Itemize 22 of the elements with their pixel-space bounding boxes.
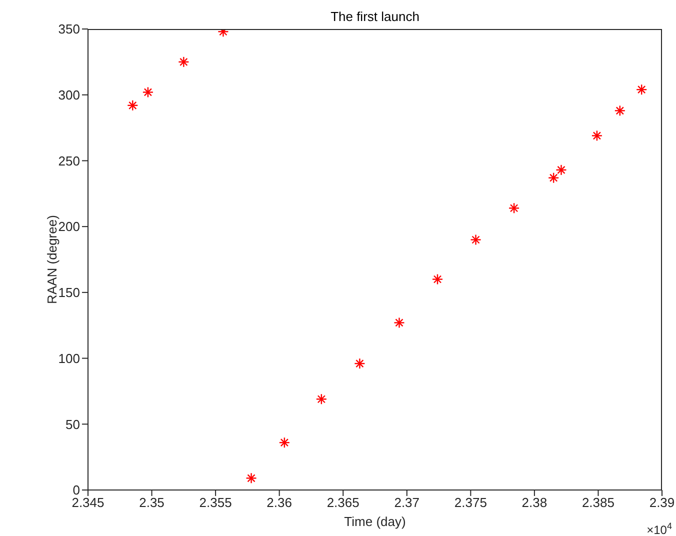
x-tick-label: 2.345	[72, 495, 104, 510]
x-axis-title: Time (day)	[344, 514, 406, 529]
x-tick-label: 2.375	[454, 495, 487, 510]
y-tick-label: 300	[58, 87, 80, 102]
x-tick-label: 2.39	[649, 495, 675, 510]
x-tick-label: 2.37	[394, 495, 420, 510]
chart-title: The first launch	[330, 9, 420, 24]
x-tick-label: 2.38	[522, 495, 548, 510]
y-tick-label: 200	[58, 219, 80, 234]
y-tick-label: 0	[72, 482, 80, 498]
y-tick-label: 50	[66, 416, 80, 432]
x-tick-label: 2.35	[139, 495, 164, 510]
x-tick-label: 2.36	[266, 495, 292, 510]
y-tick-label: 100	[58, 350, 80, 366]
y-tick-label: 350	[58, 22, 80, 37]
x-tick-label: 2.355	[199, 495, 232, 510]
x-tick-label: 2.365	[326, 495, 360, 510]
x-tick-label: 2.385	[582, 495, 614, 510]
y-tick-label: 150	[58, 285, 80, 300]
y-tick-label: 250	[58, 153, 80, 168]
text: ×10$^{4}$	[646, 521, 672, 536]
y-axis-title: RAAN (degree)	[44, 215, 60, 304]
